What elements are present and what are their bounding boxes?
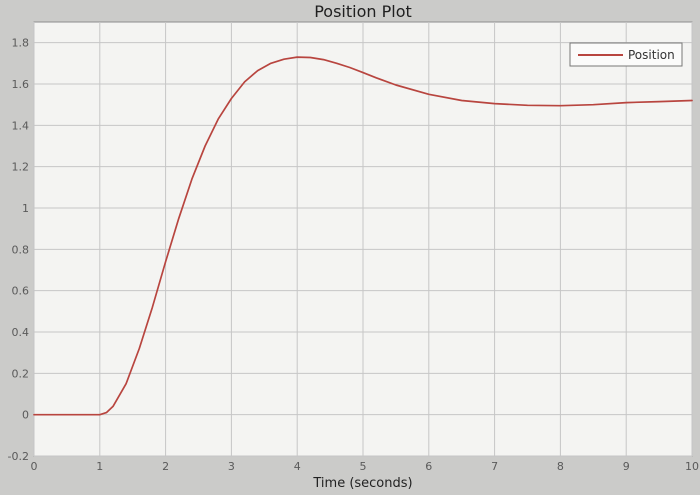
- y-tick-label: 1.8: [12, 37, 30, 50]
- legend: Position: [569, 42, 683, 67]
- y-tick-label: 0.8: [12, 243, 30, 256]
- y-tick-label: 0.6: [12, 285, 30, 298]
- series-group: [33, 56, 693, 416]
- y-tick-label: 1.6: [12, 78, 30, 91]
- y-tick-label: 1.2: [12, 161, 30, 174]
- x-tick-label: 9: [623, 460, 630, 473]
- legend-label-position: Position: [628, 48, 675, 62]
- y-tick-label: 0.2: [12, 367, 30, 380]
- x-tick-label: 7: [491, 460, 498, 473]
- x-tick-label: 5: [360, 460, 367, 473]
- x-axis-label: Time (seconds): [312, 476, 412, 491]
- x-tick-label: 6: [425, 460, 432, 473]
- x-tick-label: 1: [96, 460, 103, 473]
- axis-ticks: 0 1 2 3 4 5 6 7 8 9 10-0.200.20.40.60.811.21.41.61…: [8, 37, 699, 473]
- y-tick-label: 0.4: [12, 326, 30, 339]
- x-tick-label: 2: [162, 460, 169, 473]
- legend-box: [569, 42, 683, 67]
- y-tick-label: 0: [22, 409, 29, 422]
- y-tick-label: -0.2: [8, 450, 29, 463]
- x-tick-label: 8: [557, 460, 564, 473]
- y-tick-label: 1.4: [12, 119, 30, 132]
- chart-title: Position Plot: [314, 2, 412, 21]
- x-tick-label: 0: [31, 460, 38, 473]
- x-tick-label: 4: [294, 460, 301, 473]
- x-tick-label: 10: [685, 460, 699, 473]
- x-tick-label: 3: [228, 460, 235, 473]
- series-line-position: [33, 56, 693, 416]
- y-tick-label: 1: [22, 202, 29, 215]
